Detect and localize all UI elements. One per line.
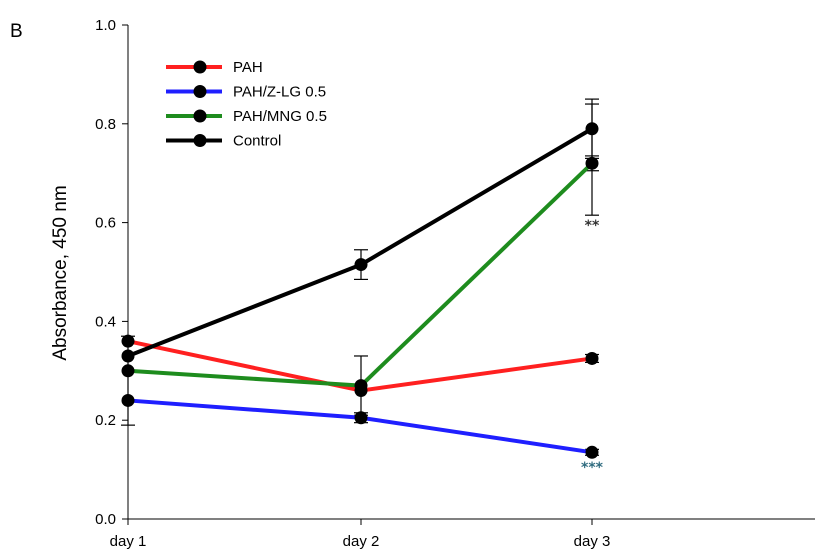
error-bars [121, 98, 599, 456]
panel-label: B [10, 21, 23, 42]
series-group [121, 122, 599, 459]
data-point-pah-mng-0-5 [585, 156, 599, 170]
series-line-control [127, 127, 594, 358]
y-tick-label: 0.8 [95, 116, 116, 133]
data-point-pah-z-lg-0-5 [354, 411, 368, 425]
x-tick-label: day 2 [343, 533, 380, 550]
data-point-control [354, 258, 368, 272]
legend-marker-pah [193, 60, 207, 74]
legend-label-control: Control [233, 133, 281, 150]
legend-label-pah: PAH [233, 59, 263, 76]
legend: PAH PAH/Z-LG 0.5 PAH/MNG 0.5 Control [166, 59, 327, 150]
data-point-control [585, 122, 599, 136]
data-point-pah-mng-0-5 [354, 379, 368, 393]
axes: 0.0 0.2 0.4 0.6 0.8 1.0 day 1 day 2 day 3 [95, 17, 815, 550]
legend-label-pah-z-lg-0-5: PAH/Z-LG 0.5 [233, 84, 326, 101]
series-line-pah-z-lg-0-5 [127, 398, 593, 455]
y-tick-label: 0.4 [95, 313, 116, 330]
legend-label-pah-mng-0-5: PAH/MNG 0.5 [233, 108, 327, 125]
data-point-control [121, 349, 135, 363]
y-axis-title: Absorbance, 450 nm [50, 185, 71, 360]
data-point-pah-z-lg-0-5 [121, 393, 135, 407]
y-tick-label: 0.2 [95, 412, 116, 429]
x-tick-label: day 3 [574, 533, 611, 550]
data-point-pah-z-lg-0-5 [585, 445, 599, 459]
y-tick-label: 0.6 [95, 215, 116, 232]
legend-marker-pah-mng-0-5 [193, 109, 207, 123]
data-point-pah-mng-0-5 [121, 364, 135, 378]
significance-marker: ** [585, 218, 600, 234]
data-point-pah [585, 351, 599, 365]
legend-marker-pah-z-lg-0-5 [193, 85, 207, 98]
legend-marker-control [193, 134, 207, 147]
series-line-pah-mng-0-5 [127, 161, 594, 388]
data-point-pah [121, 334, 135, 348]
y-tick-label: 0.0 [95, 511, 116, 528]
x-tick-label: day 1 [110, 533, 147, 550]
y-tick-label: 1.0 [95, 17, 116, 34]
significance-marker: *** [581, 460, 604, 476]
significance-annotations: ***** [581, 218, 604, 476]
